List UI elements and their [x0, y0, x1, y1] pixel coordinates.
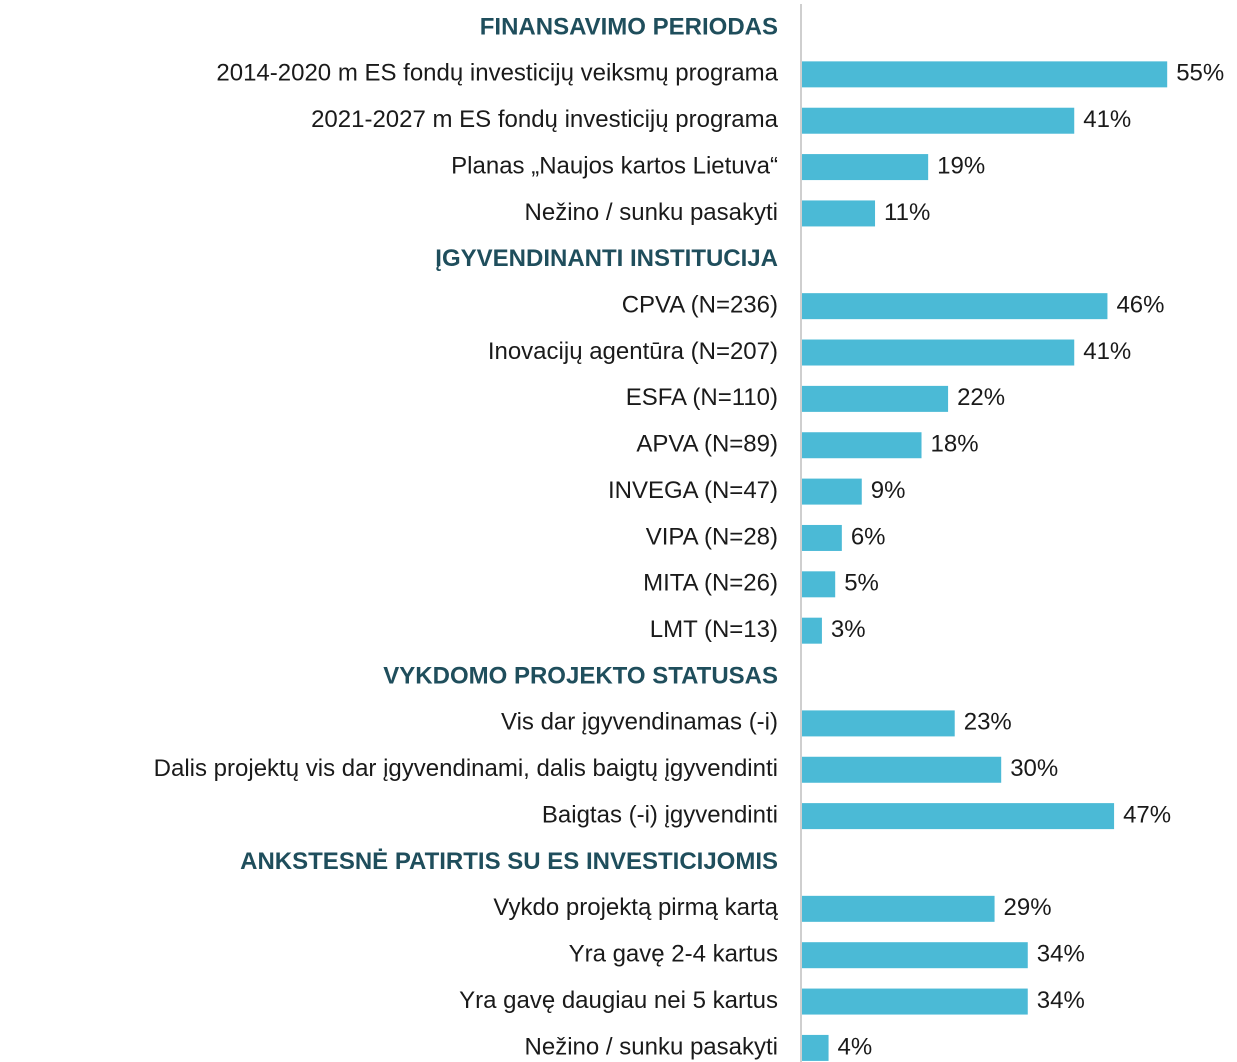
- value-label: 18%: [931, 431, 979, 458]
- category-label: Planas „Naujos kartos Lietuva“: [451, 152, 778, 179]
- value-label: 6%: [851, 523, 886, 550]
- value-label: 22%: [957, 384, 1005, 411]
- value-label: 34%: [1037, 987, 1085, 1014]
- category-label: Vis dar įgyvendinamas (-i): [501, 709, 778, 736]
- bar: [802, 756, 1002, 783]
- category-label: Nežino / sunku pasakyti: [525, 199, 778, 226]
- value-label: 30%: [1010, 755, 1058, 782]
- value-label: 55%: [1176, 60, 1224, 87]
- bar: [802, 617, 822, 644]
- bar: [802, 61, 1168, 88]
- bar: [802, 339, 1075, 366]
- category-label: CPVA (N=236): [622, 292, 778, 319]
- category-label: APVA (N=89): [636, 431, 778, 458]
- value-label: 41%: [1083, 106, 1131, 133]
- bar: [802, 478, 862, 505]
- bar: [802, 895, 995, 922]
- category-label: Nežino / sunku pasakyti: [525, 1033, 778, 1060]
- bar: [802, 432, 922, 459]
- bar: [802, 154, 929, 181]
- value-label: 19%: [937, 152, 985, 179]
- value-label: 23%: [964, 709, 1012, 736]
- bar: [802, 524, 842, 551]
- category-label: ESFA (N=110): [626, 384, 778, 411]
- group-header: VYKDOMO PROJEKTO STATUSAS: [383, 662, 778, 689]
- category-label: 2021-2027 m ES fondų investicijų program…: [311, 106, 779, 133]
- category-label: Dalis projektų vis dar įgyvendinami, dal…: [154, 755, 778, 782]
- bar: [802, 942, 1028, 969]
- value-label: 9%: [871, 477, 906, 504]
- group-header: ĮGYVENDINANTI INSTITUCIJA: [435, 245, 778, 272]
- bar: [802, 571, 836, 598]
- value-label: 29%: [1004, 894, 1052, 921]
- category-label: INVEGA (N=47): [608, 477, 778, 504]
- group-header: FINANSAVIMO PERIODAS: [480, 13, 778, 40]
- value-label: 47%: [1123, 801, 1171, 828]
- value-label: 4%: [838, 1033, 873, 1060]
- bar: [802, 988, 1028, 1015]
- value-label: 46%: [1116, 292, 1164, 319]
- category-label: Inovacijų agentūra (N=207): [488, 338, 778, 365]
- bar: [802, 293, 1108, 320]
- value-label: 11%: [884, 199, 930, 226]
- category-label: VIPA (N=28): [646, 523, 778, 550]
- bar: [802, 107, 1075, 134]
- value-label: 41%: [1083, 338, 1131, 365]
- category-label: Yra gavę 2-4 kartus: [569, 941, 778, 968]
- category-label: Vykdo projektą pirmą kartą: [493, 894, 778, 921]
- value-label: 34%: [1037, 941, 1085, 968]
- bar: [802, 200, 876, 227]
- category-label: Baigtas (-i) įgyvendinti: [542, 801, 778, 828]
- value-label: 5%: [844, 570, 879, 597]
- category-label: LMT (N=13): [650, 616, 778, 643]
- bar: [802, 1034, 829, 1061]
- category-label: MITA (N=26): [643, 570, 778, 597]
- category-label: Yra gavę daugiau nei 5 kartus: [459, 987, 778, 1014]
- bar: [802, 803, 1115, 830]
- bar: [802, 385, 949, 412]
- bar: [802, 710, 955, 737]
- category-label: 2014-2020 m ES fondų investicijų veiksmų…: [216, 60, 778, 87]
- group-header: ANKSTESNĖ PATIRTIS SU ES INVESTICIJOMIS: [240, 848, 778, 875]
- value-label: 3%: [831, 616, 866, 643]
